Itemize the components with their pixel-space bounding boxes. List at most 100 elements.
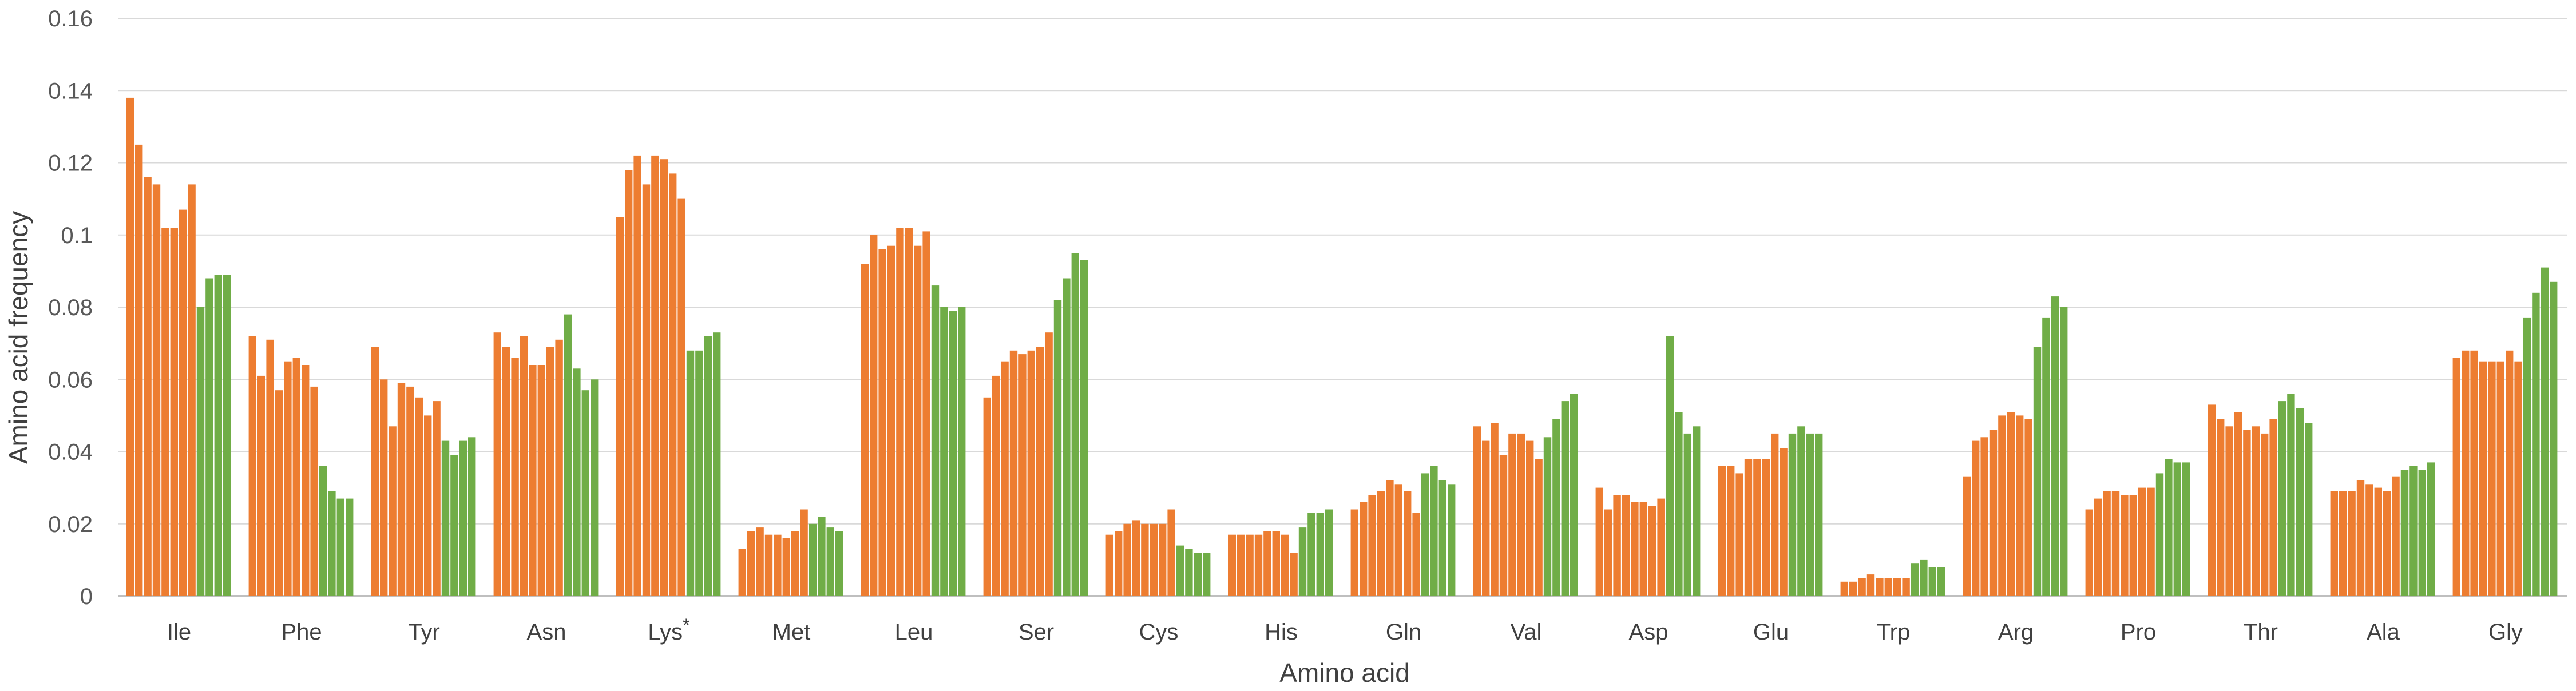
bar-asn-orange	[493, 332, 501, 596]
bar-lys-orange	[651, 155, 659, 596]
bar-gln-orange	[1350, 509, 1358, 596]
bar-thr-orange	[2217, 419, 2225, 596]
bar-glu-orange	[1771, 433, 1779, 596]
bar-ile-orange	[188, 184, 196, 596]
x-category-label: Leu	[895, 619, 933, 645]
bar-asp-orange	[1613, 495, 1621, 597]
bar-tyr-green	[459, 440, 467, 596]
bar-his-orange	[1281, 534, 1289, 596]
bar-trp-orange	[1884, 578, 1892, 596]
bar-his-green	[1316, 513, 1324, 596]
bar-asp-orange	[1648, 506, 1656, 596]
bar-ala-orange	[2392, 476, 2400, 596]
bar-lys-orange	[633, 155, 641, 596]
bar-met-green	[835, 531, 843, 596]
bar-asp-orange	[1631, 502, 1639, 596]
bar-leu-orange	[922, 231, 930, 596]
bar-ile-orange	[135, 144, 143, 596]
bar-leu-orange	[870, 235, 878, 597]
bar-lys-orange	[625, 170, 633, 597]
bar-thr-orange	[2269, 419, 2277, 596]
bar-trp-green	[1937, 567, 1945, 596]
bar-trp-orange	[1876, 578, 1884, 596]
bar-ser-green	[1071, 253, 1079, 596]
bar-glu-green	[1797, 426, 1805, 596]
bar-val-green	[1552, 419, 1560, 596]
bar-his-orange	[1237, 534, 1245, 596]
y-tick-label: 0.14	[48, 78, 93, 104]
bar-tyr-orange	[424, 415, 432, 596]
x-category-label: His	[1265, 619, 1298, 645]
bar-leu-orange	[861, 264, 869, 597]
bar-tyr-orange	[415, 397, 423, 596]
bar-tyr-orange	[397, 383, 406, 596]
x-category-label: Glu	[1753, 619, 1789, 645]
bar-lys-orange	[660, 159, 668, 596]
bar-pro-green	[2155, 473, 2164, 596]
bar-asp-orange	[1604, 509, 1612, 596]
bar-met-orange	[764, 534, 773, 596]
bar-phe-green	[336, 498, 344, 596]
bar-ala-green	[2400, 470, 2409, 596]
bar-arg-orange	[2024, 419, 2032, 596]
bar-trp-orange	[1893, 578, 1901, 596]
y-tick-label: 0.04	[48, 440, 93, 465]
bar-glu-orange	[1727, 466, 1735, 597]
bar-arg-green	[2060, 307, 2068, 596]
bar-ala-orange	[2339, 491, 2347, 596]
bar-ile-orange	[161, 228, 169, 597]
bar-tyr-orange	[371, 347, 379, 596]
bar-thr-orange	[2208, 404, 2216, 596]
bar-met-orange	[738, 549, 746, 596]
bar-leu-orange	[896, 228, 904, 597]
bar-cys-green	[1185, 549, 1193, 596]
bar-gly-orange	[2514, 361, 2522, 596]
bar-arg-orange	[1998, 415, 2006, 596]
gridlines	[118, 18, 2567, 597]
bar-asn-orange	[529, 365, 537, 596]
bar-asp-orange	[1657, 498, 1665, 596]
bar-trp-green	[1911, 563, 1919, 596]
x-category-label: Ser	[1018, 619, 1054, 645]
bar-ala-orange	[2365, 484, 2373, 596]
x-category-label: Ile	[167, 619, 191, 645]
bar-his-green	[1307, 513, 1315, 596]
bar-trp-orange	[1902, 578, 1910, 596]
y-tick-label: 0.1	[61, 223, 93, 248]
bar-ile-orange	[126, 97, 134, 596]
bar-tyr-green	[450, 455, 458, 596]
bar-val-orange	[1499, 455, 1508, 596]
bar-pro-orange	[2085, 509, 2093, 596]
bar-lys-orange	[642, 184, 651, 596]
bar-gly-orange	[2488, 361, 2496, 596]
bar-gly-green	[2541, 267, 2549, 597]
bar-phe-orange	[248, 336, 256, 596]
bar-phe-green	[346, 498, 354, 596]
bar-ala-green	[2409, 466, 2418, 597]
bar-asp-green	[1675, 412, 1683, 596]
category-annotation: *	[683, 615, 689, 636]
bar-arg-green	[2033, 347, 2042, 596]
bar-leu-orange	[887, 245, 895, 596]
bar-pro-orange	[2094, 498, 2102, 596]
x-category-label: Tyr	[408, 619, 440, 645]
bar-ile-green	[205, 278, 213, 596]
bar-met-orange	[756, 527, 764, 596]
y-axis-ticks: 0 0.02 0.04 0.06 0.08 0.1 0.12 0.14 0.16	[48, 6, 93, 609]
bar-ser-green	[1080, 260, 1088, 596]
bar-asp-orange	[1595, 487, 1603, 596]
bar-ala-orange	[2330, 491, 2338, 596]
bar-glu-green	[1815, 433, 1823, 596]
bar-trp-orange	[1840, 581, 1848, 597]
bar-gly-orange	[2506, 350, 2514, 597]
bar-gln-orange	[1394, 484, 1402, 596]
bar-cys-orange	[1132, 520, 1140, 596]
bar-val-orange	[1491, 423, 1499, 596]
bar-ser-orange	[983, 397, 991, 596]
bar-asn-green	[591, 379, 599, 597]
bar-cys-orange	[1105, 534, 1113, 596]
bar-gly-green	[2532, 292, 2540, 597]
bar-his-orange	[1272, 531, 1280, 596]
bar-ile-green	[223, 275, 231, 596]
bar-asp-orange	[1639, 502, 1647, 596]
